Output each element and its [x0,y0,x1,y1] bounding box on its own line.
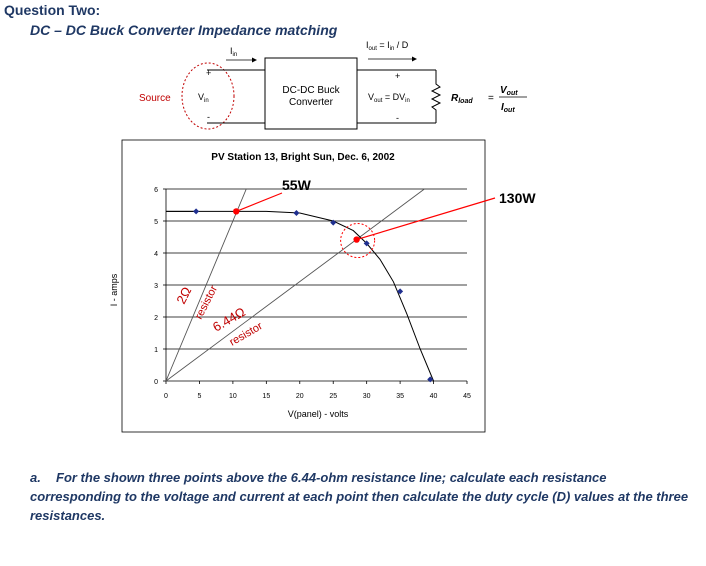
x-tick-label: 35 [396,393,404,400]
curve-marker [330,219,337,226]
out-minus: - [396,113,399,123]
pv-iv-chart: PV Station 13, Bright Sun, Dec. 6, 2002 … [109,139,536,433]
x-tick-label: 40 [430,393,438,400]
y-tick-label: 2 [154,315,158,322]
x-tick-label: 15 [262,393,270,400]
pointer-130w [356,197,496,241]
x-tick-label: 10 [229,393,237,400]
y-tick-label: 1 [154,347,158,354]
subheading: DC – DC Buck Converter Impedance matchin… [30,22,338,38]
resistor-lines [165,188,425,382]
rload-equals: = [488,93,494,104]
label-55w: 55W [282,177,312,193]
rload-label: Rload [451,93,473,105]
iv-curve-line [166,210,435,382]
iout-denominator: Iout [501,102,515,114]
source-minus: - [207,112,210,122]
x-tick-label: 25 [329,393,337,400]
out-plus: + [395,71,400,81]
axes [163,188,468,384]
question-heading: Question Two: [4,2,101,18]
iout-equation: Iout = Iin / D [366,40,409,52]
operating-point [353,236,360,243]
circuit-diagram: Source Vin + - Iin DC-DC Buck Converter … [139,40,527,130]
y-tick-label: 0 [154,379,158,386]
x-tick-label: 5 [197,393,201,400]
source-plus: + [206,68,211,78]
source-highlight-circle [181,62,235,130]
curve-marker [397,288,404,295]
resistor-line [165,188,425,382]
source-label: Source [139,93,171,104]
x-tick-label: 0 [164,393,168,400]
curve-marker [193,208,200,215]
y-tick-label: 3 [154,283,158,290]
y-axis-label: I - amps [109,273,119,306]
load-resistor-icon [430,70,442,123]
converter-label-1: DC-DC Buck [282,85,340,96]
pointer-55w [236,192,283,212]
x-tick-label: 30 [363,393,371,400]
iin-label: Iin [230,46,237,58]
y-tick-label: 5 [154,219,158,226]
x-tick-label: 20 [296,393,304,400]
question-a-label: a. [30,470,41,485]
operating-points [233,208,376,259]
question-a-text: For the shown three points above the 6.4… [30,470,689,523]
highlight-circle [340,223,376,259]
curve-marker [427,376,434,383]
vout-numerator: Vout [500,85,518,97]
label-130w: 130W [499,190,536,206]
question-a: a. For the shown three points above the 6… [30,468,690,525]
vout-equation: Vout = DVin [368,92,410,104]
converter-label-2: Converter [289,97,334,108]
label-2ohm: 2Ω [173,284,194,306]
resistor-line [165,188,247,382]
y-tick-label: 4 [154,251,158,258]
converter-box [264,57,358,130]
chart-title: PV Station 13, Bright Sun, Dec. 6, 2002 [211,152,395,163]
x-tick-label: 45 [463,393,471,400]
vin-label: Vin [198,92,209,104]
curve-markers [193,208,434,383]
y-tick-label: 6 [154,187,158,194]
x-axis-label: V(panel) - volts [288,409,349,419]
curve-marker [363,240,370,247]
curve-marker [293,210,300,216]
iv-curve [166,210,435,382]
